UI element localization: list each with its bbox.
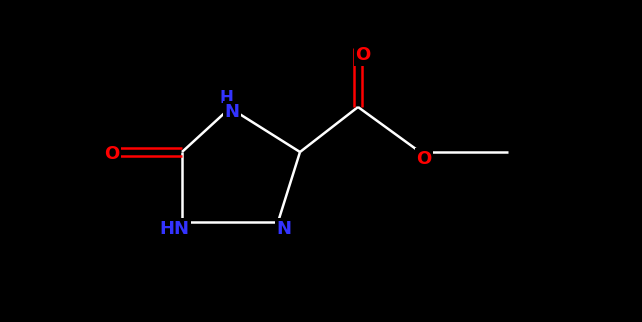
Text: N: N [277, 220, 291, 238]
Text: H: H [219, 89, 233, 107]
Text: O: O [417, 150, 431, 168]
Text: O: O [356, 46, 370, 64]
Text: N: N [225, 103, 239, 121]
Text: O: O [105, 145, 119, 163]
Text: HN: HN [159, 220, 189, 238]
